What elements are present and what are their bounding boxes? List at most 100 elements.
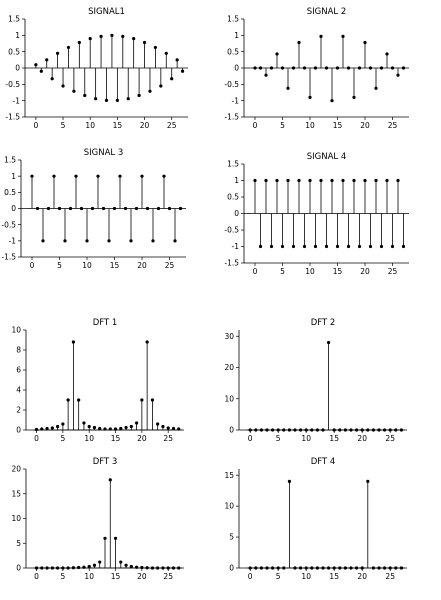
stem-marker	[304, 428, 308, 432]
stem-marker	[343, 428, 347, 432]
chart-title: DFT 2	[311, 318, 336, 328]
y-tick-label: 0	[15, 64, 20, 73]
y-tick-label: -1	[232, 242, 240, 251]
x-tick-label: 10	[301, 572, 311, 581]
stem-marker	[129, 239, 133, 243]
stem-marker	[276, 428, 280, 432]
stem-marker	[74, 174, 78, 178]
stem-marker	[385, 52, 389, 56]
x-tick-label: 25	[163, 572, 173, 581]
stem-marker	[327, 566, 331, 570]
stem-marker	[180, 69, 185, 73]
stem-panel-7: DFT 3 0 5 10 15 20 0 5 10 15 20 25	[11, 457, 184, 581]
stem-marker	[156, 206, 161, 211]
stem-marker	[166, 426, 170, 430]
stem-marker	[145, 340, 149, 344]
stem-marker	[35, 206, 40, 211]
stem-marker	[308, 95, 312, 99]
stem-marker	[94, 97, 98, 101]
stem-marker	[286, 86, 290, 90]
stem-marker	[61, 84, 65, 88]
stem-marker	[264, 178, 268, 183]
stem-marker	[357, 66, 362, 70]
stem-marker	[82, 565, 86, 569]
stem-marker	[171, 426, 176, 431]
stem-marker	[148, 89, 152, 93]
stem-marker	[112, 206, 117, 211]
stem-marker	[324, 244, 329, 249]
y-tick-label: -1	[232, 96, 240, 105]
stem-marker	[96, 174, 100, 178]
stem-marker	[355, 566, 359, 570]
stem-marker	[258, 244, 263, 249]
stem-marker	[282, 566, 286, 570]
stem-marker	[390, 66, 395, 70]
x-tick-label: 25	[388, 121, 398, 130]
stem-marker	[355, 428, 359, 432]
stem-marker	[321, 428, 325, 432]
y-tick-label: 20	[224, 363, 234, 372]
x-tick-label: 20	[357, 572, 367, 581]
y-tick-label: -1.5	[1, 253, 16, 262]
y-tick-label: 0	[229, 564, 234, 573]
x-tick-label: 0	[253, 121, 258, 130]
chart-title: DFT 1	[93, 318, 118, 328]
stem-marker	[115, 98, 119, 102]
stem-marker	[167, 206, 172, 211]
x-tick-label: 10	[82, 261, 92, 270]
stem-marker	[341, 178, 345, 183]
stem-marker	[363, 40, 367, 45]
x-tick-label: 25	[165, 261, 175, 270]
stem-marker	[271, 428, 275, 432]
stem-marker	[321, 566, 325, 570]
y-tick-label: 15	[224, 471, 234, 480]
stem-marker	[39, 69, 43, 73]
stem-marker	[313, 66, 318, 70]
stem-marker	[129, 564, 133, 569]
stem-marker	[276, 566, 280, 570]
stem-marker	[134, 206, 139, 211]
stem-marker	[374, 178, 378, 183]
y-tick-label: 0	[11, 204, 16, 213]
stem-marker	[66, 566, 70, 570]
stem-marker	[177, 427, 181, 431]
stem-marker	[308, 178, 312, 183]
stem-marker	[264, 73, 268, 77]
stem-marker	[319, 178, 323, 183]
y-tick-label: 1	[11, 172, 16, 181]
y-tick-label: 6	[16, 366, 21, 375]
stem-marker	[394, 428, 398, 432]
stem-marker	[104, 98, 109, 102]
y-tick-label: 0	[16, 564, 21, 573]
stem-marker	[269, 66, 274, 70]
stem-marker	[82, 421, 86, 425]
stem-marker	[385, 178, 389, 183]
stem-marker	[77, 398, 81, 402]
stem-marker	[352, 95, 356, 99]
y-tick-label: -1.5	[224, 259, 239, 268]
x-tick-label: 25	[385, 572, 395, 581]
stem-marker	[68, 206, 73, 211]
stem-marker	[52, 174, 56, 178]
y-tick-label: -0.5	[1, 220, 16, 229]
stem-marker	[271, 566, 275, 570]
y-tick-label: 0.5	[227, 193, 239, 202]
stem-marker	[324, 66, 329, 70]
stem-marker	[135, 565, 139, 569]
y-tick-label: 2	[16, 406, 21, 415]
x-tick-label: 0	[30, 261, 35, 270]
x-tick-label: 15	[329, 434, 339, 443]
x-tick-label: 15	[110, 261, 120, 270]
chart-title: DFT 4	[311, 457, 336, 467]
stem-marker	[332, 566, 336, 570]
y-tick-label: 0	[234, 64, 239, 73]
stem-marker	[34, 63, 38, 67]
y-tick-label: -0.5	[5, 80, 20, 89]
stem-marker	[177, 566, 181, 570]
stem-marker	[56, 424, 60, 429]
stem-marker	[390, 244, 395, 249]
stem-marker	[140, 565, 144, 570]
x-tick-label: 20	[360, 121, 370, 130]
x-tick-label: 15	[333, 267, 343, 276]
stem-marker	[118, 174, 122, 178]
